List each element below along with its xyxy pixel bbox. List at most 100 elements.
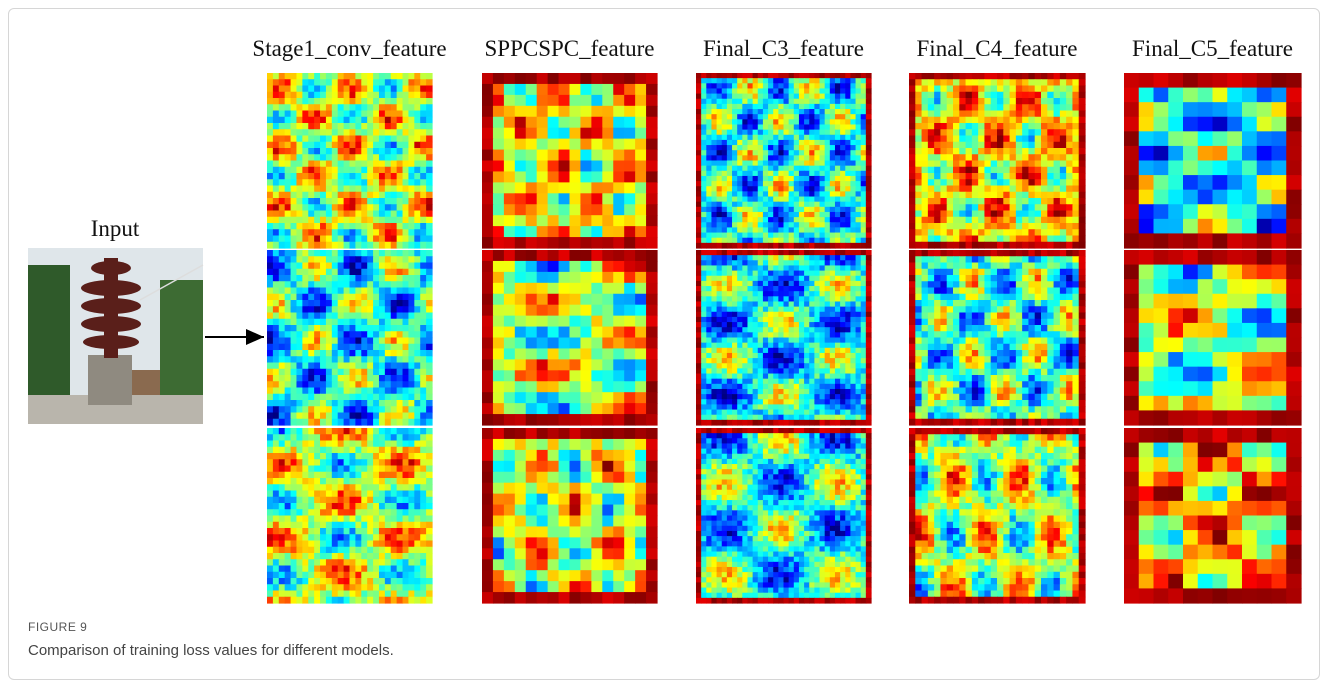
map-cell xyxy=(548,327,560,339)
map-cell xyxy=(814,265,820,271)
map-cell xyxy=(635,359,647,371)
map-cell xyxy=(866,343,872,349)
map-cell xyxy=(482,439,494,451)
map-cell xyxy=(814,281,820,287)
map-cell xyxy=(391,478,397,485)
map-cell xyxy=(809,197,815,203)
map-cell xyxy=(845,322,851,328)
map-cell xyxy=(727,301,733,307)
map-cell xyxy=(426,591,432,598)
map-cell xyxy=(426,350,432,357)
map-cell xyxy=(426,319,432,326)
map-cell xyxy=(635,526,647,538)
map-cell xyxy=(338,434,344,441)
map-cell xyxy=(273,250,279,257)
map-cell xyxy=(414,491,420,498)
map-cell xyxy=(635,327,647,339)
map-cell xyxy=(426,250,432,257)
map-cell xyxy=(825,94,831,100)
map-cell xyxy=(338,572,344,579)
map-cell xyxy=(526,305,538,317)
map-cell xyxy=(717,150,723,156)
map-cell xyxy=(302,154,308,161)
map-cell xyxy=(732,104,738,110)
map-cell xyxy=(711,301,717,307)
map-cell xyxy=(326,198,332,205)
map-cell xyxy=(391,167,397,174)
map-cell xyxy=(373,86,379,93)
map-cell xyxy=(267,466,273,473)
map-cell xyxy=(835,255,841,261)
map-cell xyxy=(414,428,420,435)
map-cell xyxy=(426,459,432,466)
map-cell xyxy=(861,114,867,120)
map-cell xyxy=(326,597,332,604)
map-cell xyxy=(414,294,420,301)
map-cell xyxy=(344,204,350,211)
map-cell xyxy=(789,332,795,338)
map-cell xyxy=(285,447,291,454)
map-cell xyxy=(711,312,717,318)
map-cell xyxy=(493,338,505,350)
map-cell xyxy=(367,104,373,111)
feature-map xyxy=(267,73,433,249)
map-cell xyxy=(361,522,367,529)
map-cell xyxy=(320,123,326,130)
map-cell xyxy=(537,537,549,549)
map-cell xyxy=(696,88,702,94)
map-cell xyxy=(397,92,403,99)
map-cell xyxy=(866,217,872,223)
map-cell xyxy=(830,332,836,338)
map-cell xyxy=(426,256,432,263)
map-cell xyxy=(763,348,769,354)
map-cell xyxy=(701,291,707,297)
map-cell xyxy=(856,317,862,323)
map-cell xyxy=(701,265,707,271)
map-cell xyxy=(385,428,391,435)
map-cell xyxy=(799,124,805,130)
map-cell xyxy=(320,497,326,504)
map-cell xyxy=(296,263,302,270)
map-cell xyxy=(344,250,350,257)
map-cell xyxy=(350,466,356,473)
map-cell xyxy=(701,130,707,136)
map-cell xyxy=(408,553,414,560)
map-cell xyxy=(385,363,391,370)
map-cell xyxy=(267,256,273,263)
map-cell xyxy=(753,150,759,156)
map-cell xyxy=(717,276,723,282)
map-cell xyxy=(778,255,784,261)
map-cell xyxy=(635,106,647,118)
map-cell xyxy=(414,204,420,211)
map-cell xyxy=(408,242,414,249)
map-cell xyxy=(279,400,285,407)
map-cell xyxy=(391,447,397,454)
map-cell xyxy=(830,348,836,354)
map-cell xyxy=(361,584,367,591)
map-cell xyxy=(326,572,332,579)
map-cell xyxy=(717,73,723,79)
map-cell xyxy=(326,344,332,351)
map-cell xyxy=(326,275,332,282)
map-cell xyxy=(799,150,805,156)
map-cell xyxy=(526,472,538,484)
map-cell xyxy=(784,191,790,197)
map-cell xyxy=(338,313,344,320)
map-cell xyxy=(794,281,800,287)
map-cell xyxy=(845,343,851,349)
map-cell xyxy=(537,226,549,238)
map-cell xyxy=(493,483,505,495)
map-cell xyxy=(753,281,759,287)
map-cell xyxy=(385,161,391,168)
map-cell xyxy=(326,413,332,420)
map-cell xyxy=(493,117,505,129)
map-cell xyxy=(504,537,516,549)
map-cell xyxy=(778,238,784,244)
map-cell xyxy=(778,265,784,271)
map-cell xyxy=(338,242,344,249)
map-cell xyxy=(291,79,297,86)
map-cell xyxy=(850,322,856,328)
map-cell xyxy=(385,211,391,218)
map-cell xyxy=(391,419,397,426)
map-cell xyxy=(332,204,338,211)
